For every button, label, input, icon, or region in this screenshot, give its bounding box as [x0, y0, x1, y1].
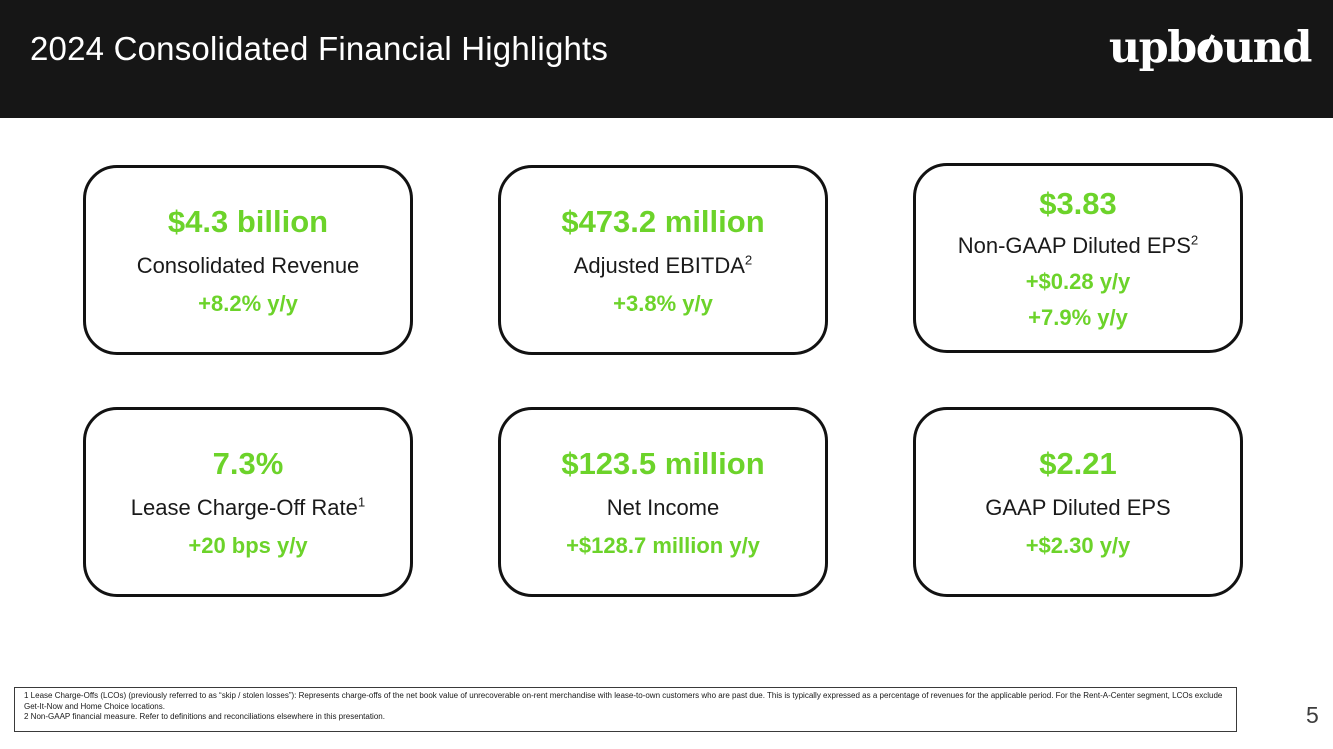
metric-card-gaap-diluted-eps: $2.21 GAAP Diluted EPS +$2.30 y/y [913, 407, 1243, 597]
metric-card-adjusted-ebitda: $473.2 million Adjusted EBITDA2 +3.8% y/… [498, 165, 828, 355]
metric-value: $4.3 billion [167, 203, 329, 239]
metric-delta: +7.9% y/y [1028, 304, 1128, 330]
metric-card-net-income: $123.5 million Net Income +$128.7 millio… [498, 407, 828, 597]
footnote-superscript: 2 [744, 252, 753, 268]
metric-label-text: Consolidated Revenue [136, 252, 360, 278]
metric-card-lease-charge-off-rate: 7.3% Lease Charge-Off Rate1 +20 bps y/y [83, 407, 413, 597]
footnote-superscript: 1 [357, 494, 366, 510]
metric-card-non-gaap-diluted-eps: $3.83 Non-GAAP Diluted EPS2 +$0.28 y/y +… [913, 163, 1243, 353]
logo-text-post: und [1222, 23, 1313, 73]
metric-label: Lease Charge-Off Rate1 [131, 495, 365, 521]
page-number: 5 [1306, 702, 1319, 728]
metric-delta: +8.2% y/y [198, 290, 298, 316]
metric-value: $2.21 [1039, 445, 1117, 481]
metric-label-text: Lease Charge-Off Rate [130, 494, 358, 520]
metric-delta: +20 bps y/y [188, 532, 308, 558]
metric-delta: +$2.30 y/y [1025, 532, 1131, 558]
page-title: 2024 Consolidated Financial Highlights [30, 30, 609, 67]
footnote-1: 1 Lease Charge-Offs (LCOs) (previously r… [24, 691, 1223, 711]
footnote-superscript: 2 [1190, 232, 1199, 248]
metric-label: Non-GAAP Diluted EPS2 [958, 233, 1199, 259]
logo-text-pre: upb [1108, 23, 1197, 73]
metric-value: 7.3% [212, 445, 284, 481]
upbound-logo: upbound [1108, 23, 1313, 73]
metric-label: Consolidated Revenue [137, 253, 360, 279]
metric-value: $123.5 million [561, 445, 765, 481]
metric-label: Adjusted EBITDA2 [574, 253, 753, 279]
metric-label-text: GAAP Diluted EPS [985, 494, 1171, 520]
metric-label-text: Net Income [606, 494, 720, 520]
metric-value: $3.83 [1039, 185, 1117, 221]
metric-label: GAAP Diluted EPS [985, 495, 1170, 521]
metric-label-text: Adjusted EBITDA [573, 252, 745, 278]
footnote-box: 1 Lease Charge-Offs (LCOs) (previously r… [14, 687, 1237, 732]
metric-label: Net Income [607, 495, 720, 521]
metric-card-consolidated-revenue: $4.3 billion Consolidated Revenue +8.2% … [83, 165, 413, 355]
metric-value: $473.2 million [561, 203, 765, 239]
metric-delta: +$0.28 y/y [1025, 268, 1131, 294]
header-bar: 2024 Consolidated Financial Highlights u… [0, 0, 1333, 118]
metric-delta: +3.8% y/y [613, 290, 713, 316]
footnote-2: 2 Non-GAAP financial measure. Refer to d… [24, 712, 385, 721]
logo-slashed-o-icon: o [1195, 23, 1225, 73]
metric-delta: +$128.7 million y/y [566, 532, 760, 558]
metric-label-text: Non-GAAP Diluted EPS [957, 232, 1191, 258]
